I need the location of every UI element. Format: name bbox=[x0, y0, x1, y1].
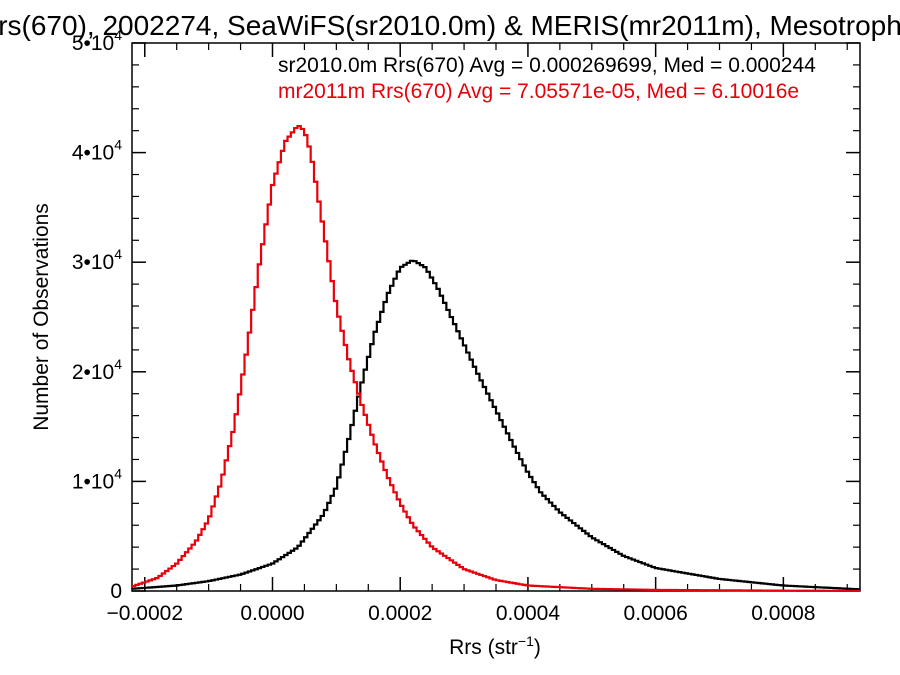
x-axis-ticks: −0.0002 0.0000 0.0002 0.0004 0.0006 0.0008 bbox=[107, 43, 848, 625]
x-tick-label: 0.0006 bbox=[624, 602, 688, 625]
x-tick-label: 0.0004 bbox=[496, 602, 561, 625]
x-tick-label: 0.0000 bbox=[240, 602, 304, 625]
plot-frame bbox=[131, 42, 861, 592]
y-tick-label: 5•104 bbox=[72, 27, 122, 55]
x-axis-label: Rrs (str−1) bbox=[449, 633, 541, 659]
series-1-histogram-line bbox=[132, 125, 860, 592]
y-tick-label: 4•104 bbox=[72, 137, 122, 165]
legend-entry-red: mr2011m Rrs(670) Avg = 7.05571e-05, Med … bbox=[278, 80, 799, 103]
y-tick-label: 1•104 bbox=[72, 465, 122, 493]
x-tick-label: 0.0002 bbox=[368, 602, 432, 625]
legend-entry-black: sr2010.0m Rrs(670) Avg = 0.000269699, Me… bbox=[278, 54, 816, 77]
y-tick-label: 2•104 bbox=[72, 356, 122, 384]
series-0-histogram-line bbox=[132, 259, 860, 591]
y-axis-label: Number of Observations bbox=[30, 203, 53, 431]
x-tick-label: −0.0002 bbox=[107, 602, 184, 625]
y-axis-ticks: 0 1•104 2•104 3•104 4•104 5•104 bbox=[72, 27, 860, 603]
series-layer bbox=[132, 125, 860, 592]
chart-title: Rrs(670), 2002274, SeaWiFS(sr2010.0m) & … bbox=[0, 10, 900, 41]
y-tick-label: 0 bbox=[110, 580, 122, 603]
y-tick-label: 3•104 bbox=[72, 246, 122, 274]
x-tick-label: 0.0008 bbox=[751, 602, 815, 625]
